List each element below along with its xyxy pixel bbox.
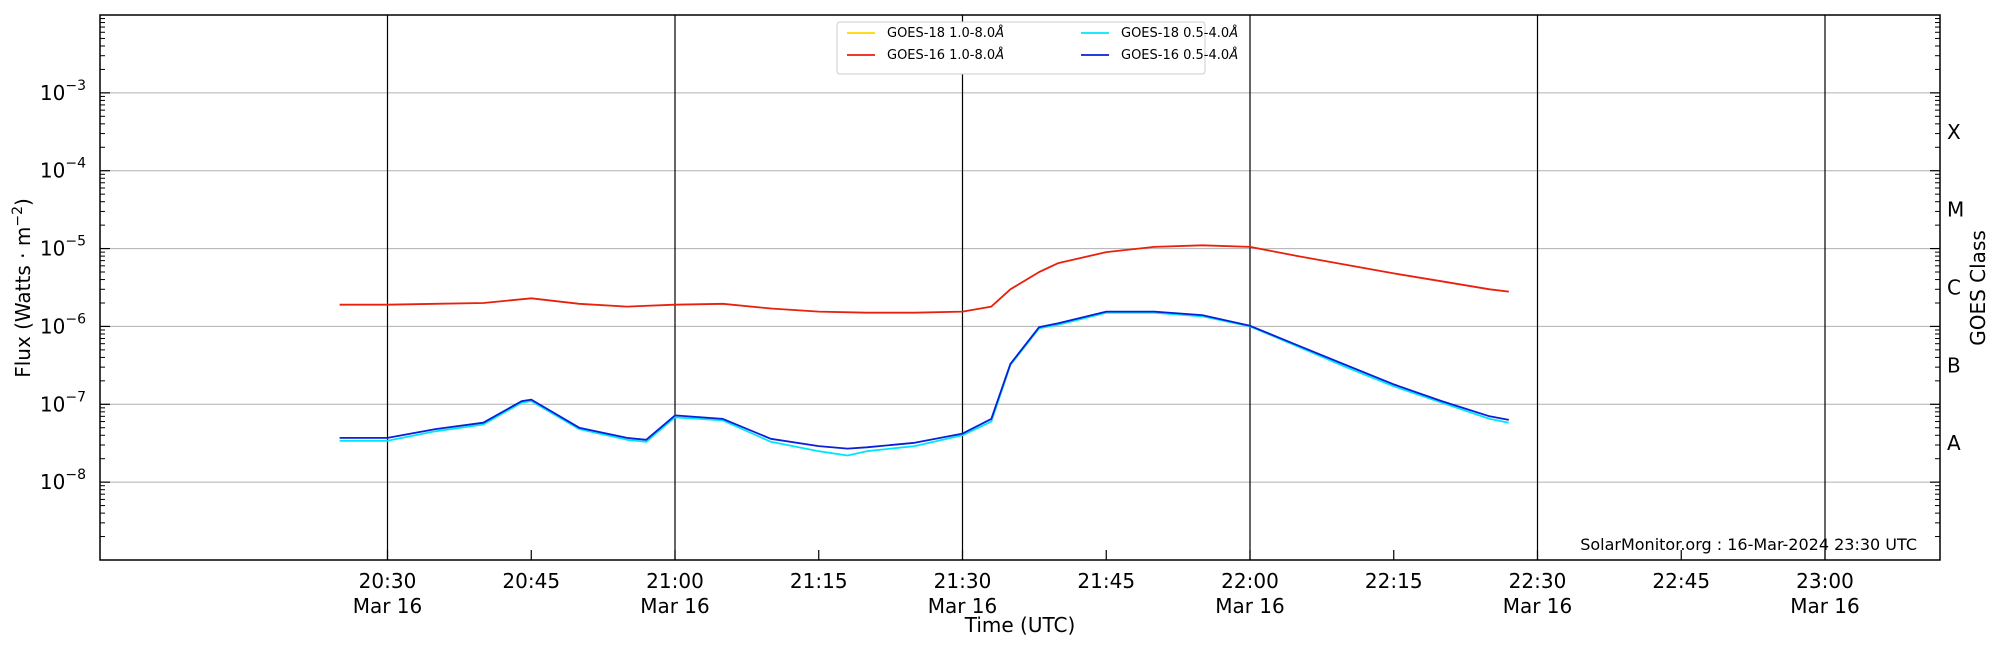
y-tick-base: 10 [40,237,65,261]
goes-class-label: B [1947,353,1961,377]
y-tick-exp: −6 [65,311,86,327]
x-tick-label: 21:30 [934,569,992,593]
y-axis-title: Flux (Watts · m−2) [10,198,35,378]
y-tick-exp: −5 [65,234,86,250]
legend-label-name: GOES-16 1.0-8.0 [887,48,995,63]
x-tick-label: 22:30 [1509,569,1567,593]
legend-label-unit: Å [1228,25,1238,41]
y-axis-title-main: Flux (Watts · m [11,227,35,378]
legend-label-unit: Å [994,47,1004,63]
y-axis-title-sup: −2 [10,206,26,227]
y-tick-base: 10 [40,470,65,494]
goes-class-label: C [1947,276,1961,300]
series-layer [339,244,1509,457]
x-tick-date-label: Mar 16 [928,594,998,618]
series-line [339,311,1509,457]
x-tick-date-label: Mar 16 [1215,594,1285,618]
tick-layer [100,18,1940,560]
legend-label-unit: Å [1228,47,1238,63]
plot-frame [99,14,1941,561]
y-tick-exp: −8 [65,467,86,483]
y-tick-exp: −7 [65,389,86,405]
goes-class-label: A [1947,431,1961,455]
x-tick-date-label: Mar 16 [1790,594,1860,618]
x-tick-label: 21:00 [646,569,704,593]
x-tick-label: 23:00 [1796,569,1854,593]
x-tick-label: 22:00 [1221,569,1279,593]
series-line [339,310,1509,450]
y-tick-label: 10−5 [40,234,86,261]
x-tick-label: 22:45 [1652,569,1710,593]
footer-attribution: SolarMonitor.org : 16-Mar-2024 23:30 UTC [1580,535,1917,554]
y-tick-base: 10 [40,392,65,416]
x-axis-title: Time (UTC) [964,613,1076,637]
series-line [339,244,1509,314]
legend-label-unit: Å [994,25,1004,41]
x-tick-label: 20:30 [359,569,417,593]
legend-label: GOES-16 0.5-4.0Å [1121,47,1238,63]
right-axis-title: GOES Class [1966,230,1990,346]
goes-class-label: M [1947,198,1964,222]
legend-label-name: GOES-18 1.0-8.0 [887,26,995,41]
grid-layer [100,15,1940,560]
y-tick-label: 10−6 [40,311,86,338]
y-tick-base: 10 [40,159,65,183]
x-tick-date-label: Mar 16 [1503,594,1573,618]
legend-box [836,21,1206,75]
y-axis-title-close: ) [11,198,35,206]
y-tick-label: 10−3 [40,78,86,105]
x-tick-label: 21:15 [790,569,848,593]
y-tick-exp: −4 [65,156,86,172]
legend-label: GOES-18 0.5-4.0Å [1121,25,1238,41]
legend-label: GOES-18 1.0-8.0Å [887,25,1004,41]
y-tick-base: 10 [40,81,65,105]
legend-label-name: GOES-18 0.5-4.0 [1121,26,1229,41]
x-tick-date-label: Mar 16 [353,594,423,618]
legend-label: GOES-16 1.0-8.0Å [887,47,1004,63]
x-tick-label: 22:15 [1365,569,1423,593]
y-tick-label: 10−7 [40,389,86,416]
y-tick-base: 10 [40,314,65,338]
y-tick-exp: −3 [65,78,86,94]
goes-class-label: X [1947,120,1961,144]
x-tick-label: 21:45 [1077,569,1135,593]
y-tick-label: 10−8 [40,467,86,494]
x-tick-date-label: Mar 16 [640,594,710,618]
x-tick-label: 20:45 [502,569,560,593]
legend-label-name: GOES-16 0.5-4.0 [1121,48,1229,63]
y-tick-label: 10−4 [40,156,86,183]
